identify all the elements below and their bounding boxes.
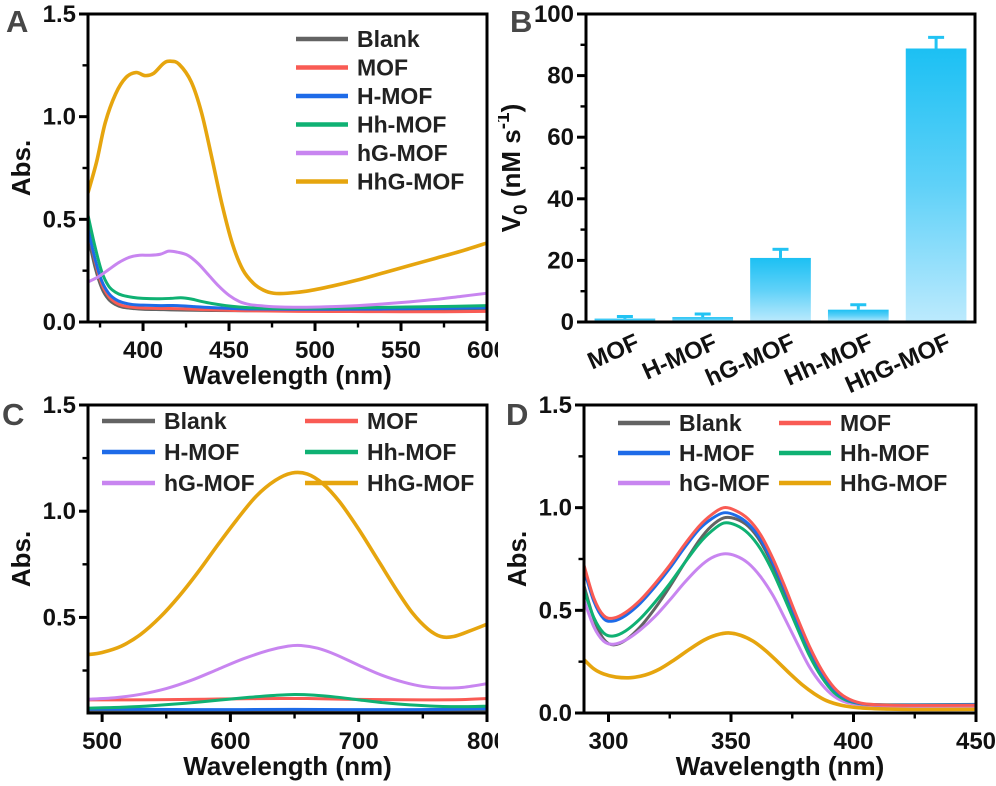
svg-text:60: 60 — [547, 124, 574, 151]
svg-text:0.0: 0.0 — [539, 700, 572, 727]
panel-d-label: D — [506, 397, 529, 432]
svg-text:350: 350 — [711, 728, 751, 755]
svg-text:80: 80 — [547, 63, 574, 90]
panel-b-chart: MOFH-MOFhG-MOFHh-MOFHhG-MOF020406080100V… — [498, 1, 977, 393]
svg-text:Hh-MOF: Hh-MOF — [367, 439, 456, 465]
svg-text:20: 20 — [547, 247, 574, 274]
svg-text:1.0: 1.0 — [43, 104, 76, 131]
svg-text:hG-MOF: hG-MOF — [702, 329, 799, 392]
svg-text:1.5: 1.5 — [43, 393, 76, 419]
svg-text:Blank: Blank — [357, 26, 420, 52]
svg-text:Wavelength (nm): Wavelength (nm) — [183, 360, 391, 390]
svg-text:HhG-MOF: HhG-MOF — [840, 470, 947, 496]
panel-d: D 300 350 400 450 0.0 0.5 1.0 1.5 Wavelength (nm… — [498, 393, 996, 786]
svg-text:Blank: Blank — [679, 410, 742, 436]
svg-text:Abs.: Abs. — [502, 531, 532, 587]
svg-text:700: 700 — [339, 728, 379, 755]
svg-text:Abs.: Abs. — [6, 140, 36, 196]
svg-text:500: 500 — [295, 337, 335, 364]
svg-text:40: 40 — [547, 186, 574, 213]
svg-text:0.5: 0.5 — [43, 206, 76, 233]
svg-text:1.0: 1.0 — [43, 498, 76, 525]
svg-text:0: 0 — [561, 309, 574, 336]
panel-c: C 500 600 700 800 0.5 1.0 1.5 Wavelength (nm) Ab… — [0, 393, 498, 786]
svg-text:HhG-MOF: HhG-MOF — [357, 169, 464, 195]
svg-text:MOF: MOF — [367, 408, 418, 434]
svg-text:100: 100 — [534, 1, 574, 28]
panel-a-chart: 400 450 500 550 600 0.0 0.5 1.0 1.5 Wavelength (n… — [6, 1, 498, 390]
svg-text:MOF: MOF — [584, 329, 644, 375]
svg-text:Wavelength (nm): Wavelength (nm) — [676, 751, 884, 781]
svg-text:Blank: Blank — [164, 408, 227, 434]
panel-c-chart: 500 600 700 800 0.5 1.0 1.5 Wavelength (nm) Abs.… — [6, 393, 498, 781]
svg-text:H-MOF: H-MOF — [164, 439, 239, 465]
panel-a: A 400 450 500 550 600 0.0 0.5 1.0 1.5 Wavelength … — [0, 0, 498, 393]
svg-text:1.5: 1.5 — [43, 1, 76, 28]
svg-text:Hh-MOF: Hh-MOF — [357, 112, 446, 138]
svg-text:V0 (nM s-1): V0 (nM s-1) — [498, 104, 532, 233]
svg-text:Abs.: Abs. — [6, 531, 36, 587]
svg-text:600: 600 — [467, 337, 498, 364]
svg-text:Wavelength (nm): Wavelength (nm) — [183, 751, 391, 781]
svg-text:MOF: MOF — [840, 410, 891, 436]
svg-text:450: 450 — [956, 728, 996, 755]
svg-text:MOF: MOF — [357, 55, 408, 81]
svg-text:600: 600 — [210, 728, 250, 755]
panel-b: B MOF H-MOF hG-MOF Hh-MOF HhG-MOF 0 20 40 60 80 10… — [498, 0, 996, 393]
svg-text:H-MOF: H-MOF — [679, 440, 754, 466]
svg-text:hG-MOF: hG-MOF — [164, 470, 255, 496]
svg-text:Hh-MOF: Hh-MOF — [840, 440, 929, 466]
svg-text:550: 550 — [381, 337, 421, 364]
svg-text:1.5: 1.5 — [539, 393, 572, 419]
panel-b-label: B — [510, 4, 533, 39]
svg-text:300: 300 — [588, 728, 628, 755]
svg-text:HhG-MOF: HhG-MOF — [367, 470, 474, 496]
svg-text:H-MOF: H-MOF — [357, 83, 432, 109]
svg-text:450: 450 — [209, 337, 249, 364]
svg-text:0.5: 0.5 — [539, 597, 572, 624]
svg-text:1.0: 1.0 — [539, 495, 572, 522]
panel-d-chart: 300 350 400 450 0.0 0.5 1.0 1.5 Wavelength (nm) A… — [502, 393, 996, 781]
panel-a-label: A — [6, 4, 29, 39]
svg-text:800: 800 — [467, 728, 498, 755]
svg-text:400: 400 — [833, 728, 873, 755]
panel-c-label: C — [2, 397, 25, 432]
svg-text:hG-MOF: hG-MOF — [679, 470, 770, 496]
svg-text:0.5: 0.5 — [43, 604, 76, 631]
svg-text:hG-MOF: hG-MOF — [357, 140, 448, 166]
svg-text:400: 400 — [123, 337, 163, 364]
svg-text:0.0: 0.0 — [43, 309, 76, 336]
svg-text:500: 500 — [82, 728, 122, 755]
